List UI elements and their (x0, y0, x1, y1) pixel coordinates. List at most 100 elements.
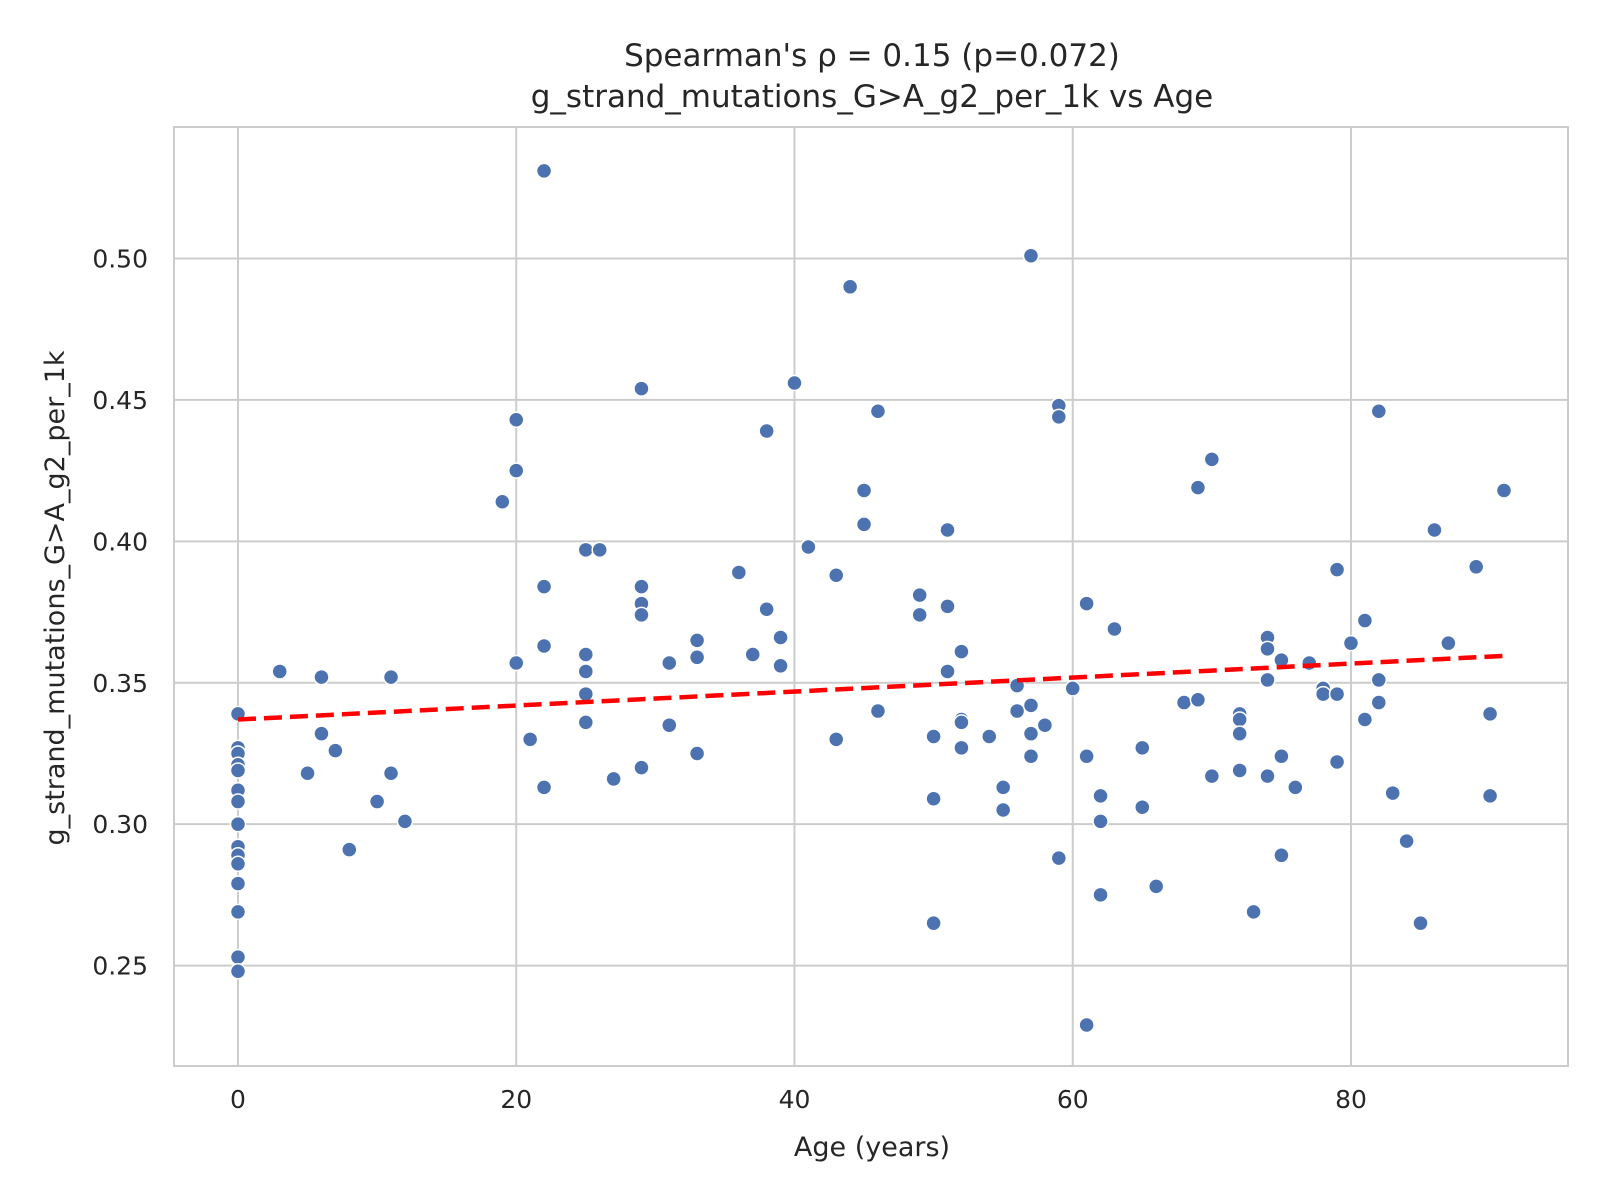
data-point (953, 739, 970, 757)
data-point (633, 759, 650, 776)
data-point (1342, 634, 1360, 652)
data-point (1328, 561, 1346, 578)
data-point (494, 493, 511, 511)
data-point (953, 643, 970, 660)
data-point (841, 278, 859, 296)
data-point (1328, 753, 1346, 771)
data-point (994, 801, 1012, 819)
data-point (1467, 558, 1485, 576)
data-point (1231, 725, 1248, 742)
y-tick-label: 0.35 (92, 669, 148, 698)
data-point (1259, 767, 1276, 785)
data-point (535, 162, 553, 180)
data-point (1370, 694, 1388, 711)
data-point (911, 606, 928, 624)
data-point (1231, 711, 1248, 728)
data-point (1481, 787, 1499, 805)
data-point (382, 668, 400, 686)
data-points (229, 162, 1513, 1034)
data-point (271, 663, 288, 680)
data-point (855, 482, 873, 499)
data-point (786, 374, 803, 392)
data-point (229, 855, 247, 873)
data-point (925, 728, 942, 745)
data-point (1314, 685, 1332, 703)
data-point (1078, 748, 1095, 765)
data-point (507, 462, 525, 479)
data-point (229, 815, 247, 833)
data-point (1092, 787, 1109, 805)
data-point (535, 637, 553, 655)
data-point (1440, 634, 1457, 652)
x-tick-label: 20 (500, 1085, 532, 1114)
data-point (1078, 595, 1095, 612)
data-point (368, 793, 386, 810)
x-tick-label: 60 (1057, 1085, 1089, 1114)
data-point (953, 714, 970, 731)
data-point (1189, 479, 1207, 496)
data-point (1481, 705, 1499, 723)
data-point (1328, 685, 1346, 703)
data-point (772, 657, 789, 675)
data-point (507, 411, 525, 428)
data-point (1495, 482, 1513, 499)
x-tick-label: 0 (230, 1085, 246, 1114)
trend-line (237, 653, 1505, 722)
grid-lines (174, 127, 1568, 1066)
x-axis-label: Age (years) (794, 1132, 950, 1163)
data-point (1384, 784, 1401, 802)
y-tick-label: 0.40 (92, 527, 148, 556)
data-point (1022, 725, 1040, 742)
tick-labels: 0 20 40 60 80 0.25 0.30 0.35 0.40 0.45 0.50 (92, 245, 1367, 1114)
data-point (800, 538, 817, 556)
data-point (633, 380, 650, 397)
data-point (1189, 691, 1207, 708)
data-point (939, 521, 956, 539)
data-point (1008, 702, 1026, 720)
data-point (1175, 694, 1193, 711)
data-point (1300, 654, 1318, 672)
data-point (730, 564, 748, 581)
data-point (229, 948, 247, 966)
data-point (758, 600, 775, 618)
data-point (1412, 914, 1429, 932)
data-point (1287, 779, 1304, 796)
data-point (688, 649, 706, 666)
data-point (577, 714, 595, 731)
data-point (1426, 521, 1443, 539)
data-point (1134, 798, 1151, 816)
data-point (229, 963, 247, 980)
data-point (1356, 612, 1374, 629)
data-point (661, 716, 678, 734)
data-point (744, 646, 761, 663)
data-point (1203, 767, 1221, 785)
data-point (758, 422, 775, 440)
data-point (1022, 697, 1040, 714)
y-tick-label: 0.25 (92, 952, 148, 981)
data-point (1259, 671, 1276, 689)
plot-frame (173, 126, 1569, 1067)
data-point (772, 629, 789, 646)
data-point (939, 663, 956, 680)
data-point (994, 779, 1012, 796)
y-tick-label: 0.45 (92, 386, 148, 415)
data-point (855, 516, 873, 533)
data-point (382, 765, 400, 782)
data-point (1147, 878, 1165, 895)
data-point (1064, 680, 1081, 697)
data-point (1092, 813, 1109, 830)
data-point (396, 813, 414, 830)
data-point (577, 663, 595, 680)
data-point (869, 402, 887, 420)
data-point (229, 793, 247, 810)
data-point (827, 731, 845, 748)
data-point (229, 903, 247, 921)
x-tick-label: 80 (1335, 1085, 1367, 1114)
chart-title: Spearman's ρ = 0.15 (p=0.072) (624, 38, 1120, 74)
data-point (1273, 847, 1290, 864)
data-point (1078, 1016, 1095, 1034)
data-point (577, 646, 595, 663)
data-point (327, 742, 344, 759)
data-point (313, 668, 330, 686)
